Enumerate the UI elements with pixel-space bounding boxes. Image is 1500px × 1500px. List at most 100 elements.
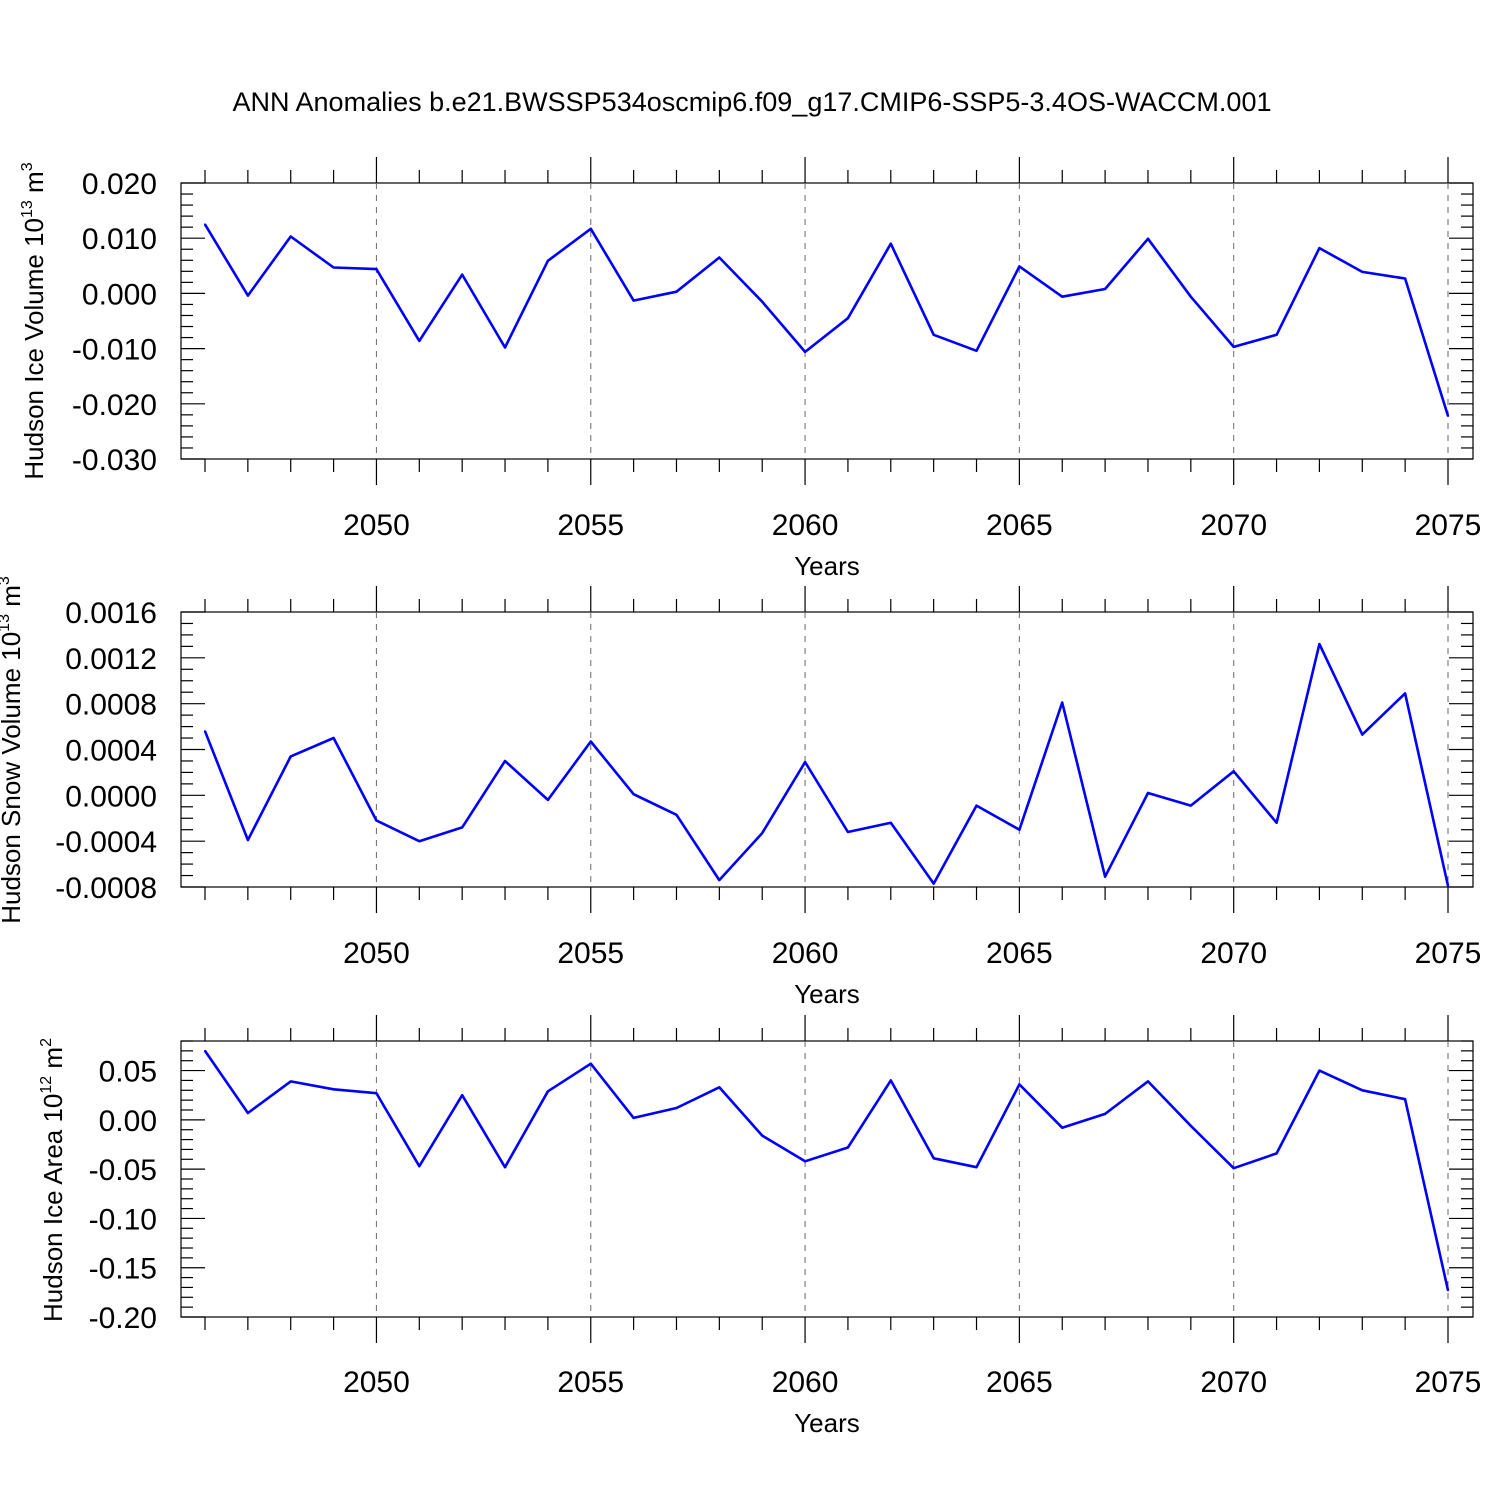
- data-point: [1104, 1112, 1107, 1115]
- data-point: [1146, 237, 1149, 240]
- x-tick-label: 2060: [772, 1366, 839, 1399]
- data-point: [632, 1116, 635, 1119]
- data-point: [461, 273, 464, 276]
- y-axis-label-sup: 13: [19, 200, 36, 218]
- data-point: [632, 299, 635, 302]
- data-point: [1104, 287, 1107, 290]
- data-point: [1232, 770, 1235, 773]
- x-tick-label: 2065: [986, 509, 1053, 542]
- y-axis-label-sup: 13: [0, 614, 13, 632]
- data-point: [761, 300, 764, 303]
- series-line-ice-area: [203, 1050, 1450, 1291]
- y-tick-label: 0.0008: [65, 689, 157, 722]
- y-tick-label: 0.000: [82, 278, 157, 311]
- data-point: [289, 755, 292, 758]
- data-point: [375, 819, 378, 822]
- data-point: [204, 730, 206, 733]
- y-tick-label: 0.0004: [65, 735, 157, 768]
- series-line-snow-volume: [203, 642, 1450, 887]
- x-tick-label: 2070: [1200, 1366, 1267, 1399]
- y-axis-label-main: Hudson Snow Volume 10: [0, 632, 26, 924]
- data-point: [1404, 692, 1407, 695]
- data-point: [589, 740, 592, 743]
- y-axis-label: Hudson Ice Volume 1013 m3: [19, 162, 49, 479]
- data-point: [1061, 1126, 1064, 1129]
- plot-frame: [180, 182, 1474, 460]
- y-axis-label-main: Hudson Ice Area 10: [38, 1094, 68, 1322]
- data-point: [461, 826, 464, 829]
- y-tick-label: -0.15: [89, 1253, 157, 1286]
- y-tick-label: 0.0012: [65, 643, 157, 676]
- y-tick-label: -0.0004: [55, 826, 157, 859]
- data-point: [1189, 295, 1192, 298]
- data-point: [1018, 1083, 1021, 1086]
- y-axis-label: Hudson Ice Area 1012 m2: [38, 1038, 68, 1322]
- y-tick-label: -0.10: [89, 1203, 157, 1236]
- x-axis-label: Years: [794, 1408, 860, 1438]
- data-point: [589, 227, 592, 230]
- data-point: [246, 839, 249, 842]
- y-tick-label: -0.05: [89, 1154, 157, 1187]
- x-tick-label: 2070: [1200, 509, 1267, 542]
- x-tick-label: 2075: [1415, 1366, 1482, 1399]
- x-tick-label: 2060: [772, 937, 839, 970]
- data-point: [675, 290, 678, 293]
- data-point: [546, 259, 549, 262]
- data-point: [1318, 1069, 1321, 1072]
- data-point: [1232, 345, 1235, 348]
- data-point: [975, 349, 978, 352]
- x-tick-label: 2050: [343, 1366, 410, 1399]
- x-tick-label: 2065: [986, 937, 1053, 970]
- data-point: [932, 333, 935, 336]
- y-tick-label: 0.0016: [65, 597, 157, 630]
- data-point: [1447, 414, 1449, 417]
- x-tick-label: 2055: [557, 937, 624, 970]
- data-point: [846, 317, 849, 320]
- data-point: [375, 268, 378, 271]
- y-axis-label-unit-sup: 2: [38, 1038, 55, 1047]
- y-tick-label: 0.05: [99, 1056, 157, 1089]
- y-axis-label-unit-sup: 3: [19, 162, 36, 171]
- data-point: [804, 1160, 807, 1163]
- y-axis-label-main: Hudson Ice Volume 10: [19, 218, 49, 480]
- data-point: [1275, 821, 1278, 824]
- data-point: [204, 223, 206, 226]
- data-point: [846, 831, 849, 833]
- y-tick-label: -0.20: [89, 1302, 157, 1335]
- x-axis-label: Years: [794, 979, 860, 1009]
- data-point: [1318, 643, 1321, 646]
- y-axis-label-sup: 12: [38, 1076, 55, 1094]
- x-tick-label: 2065: [986, 1366, 1053, 1399]
- panel-ice-area: 2050 2055 2060 2065 2070 2075 0.05 0.00 -0.05 -0.…: [38, 1015, 1481, 1438]
- data-point: [718, 879, 721, 882]
- x-tick-label: 2055: [557, 509, 624, 542]
- data-point: [1447, 1289, 1449, 1292]
- y-axis-label-unit: m: [0, 585, 26, 614]
- data-point: [1189, 804, 1192, 807]
- panel-ice-volume: 2050 2055 2060 2065 2070 2075 0.020 0.010 0.000 -…: [19, 157, 1481, 581]
- data-point: [546, 1090, 549, 1093]
- data-point: [889, 821, 892, 824]
- data-point: [1447, 884, 1449, 887]
- data-point: [332, 1088, 335, 1091]
- data-point: [1104, 875, 1107, 878]
- figure-title: ANN Anomalies b.e21.BWSSP534oscmip6.f09_…: [233, 87, 1272, 117]
- data-point: [1275, 1152, 1278, 1155]
- x-tick-label: 2050: [343, 509, 410, 542]
- data-point: [932, 1157, 935, 1160]
- data-point: [546, 798, 549, 801]
- data-point: [889, 242, 892, 245]
- data-point: [589, 1062, 592, 1065]
- y-tick-label: 0.0000: [65, 780, 157, 813]
- y-tick-label: -0.030: [72, 444, 157, 477]
- data-point: [246, 1111, 249, 1114]
- data-point: [504, 759, 507, 762]
- y-axis-label-unit: m: [38, 1047, 68, 1076]
- data-point: [1318, 247, 1321, 250]
- data-point: [204, 1049, 206, 1052]
- data-point: [332, 266, 335, 269]
- data-point: [1275, 333, 1278, 336]
- y-axis-label-unit-sup: 3: [0, 576, 13, 585]
- x-tick-label: 2050: [343, 937, 410, 970]
- y-axis-label: Hudson Snow Volume 1013 m3: [0, 576, 26, 924]
